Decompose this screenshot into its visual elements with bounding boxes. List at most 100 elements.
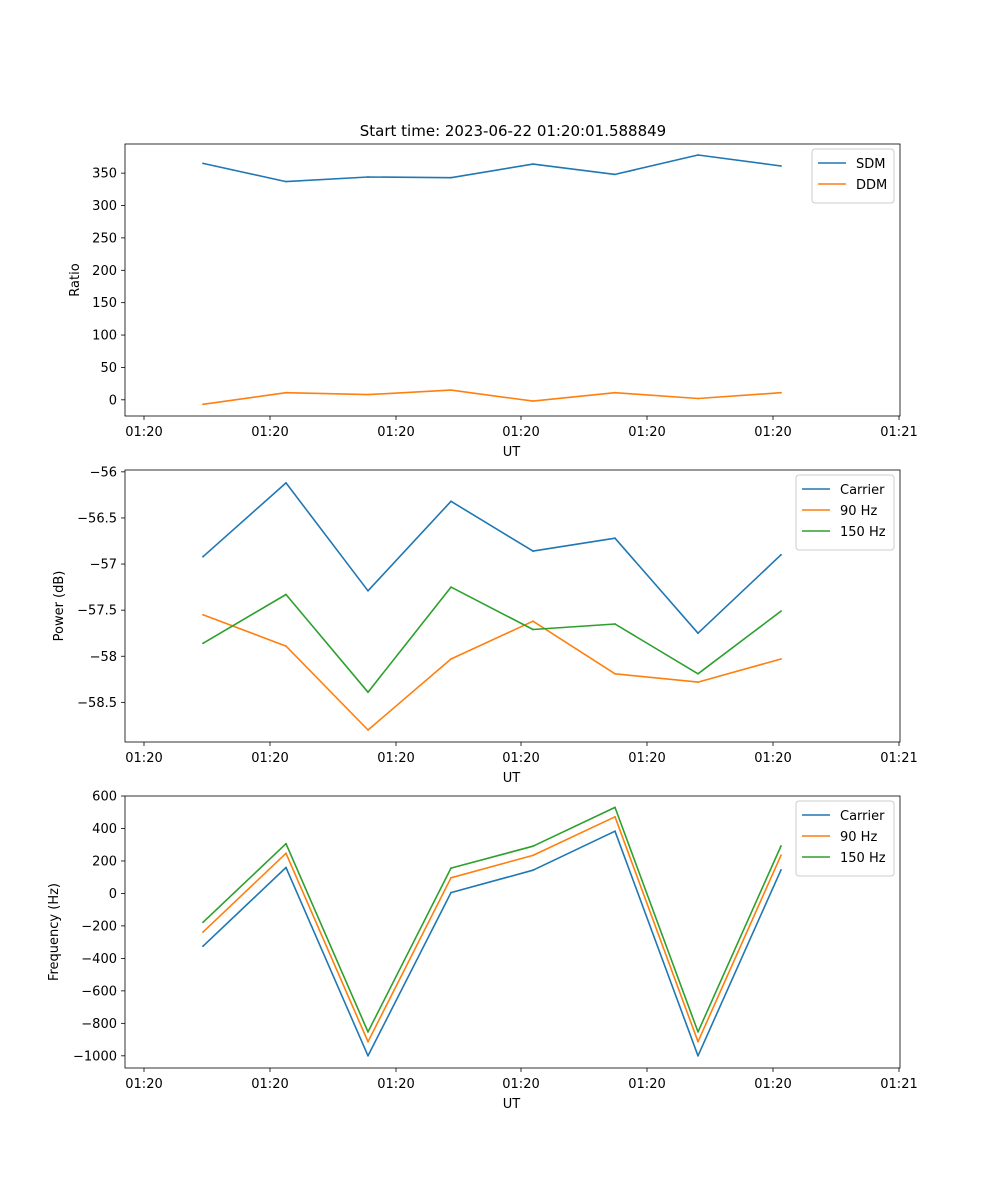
legend-label: Carrier xyxy=(840,483,885,498)
data-point xyxy=(697,1040,699,1043)
data-point xyxy=(202,403,204,406)
x-axis-label: UT xyxy=(503,771,521,786)
data-point xyxy=(450,891,452,894)
panel-2: 01:20 01:20 01:20 01:20 01:20 01:20 01:21 −58.5… xyxy=(52,465,918,786)
data-point xyxy=(202,931,204,933)
data-point xyxy=(780,610,782,612)
data-point xyxy=(532,854,534,857)
series-line-ddm xyxy=(202,389,782,406)
data-point xyxy=(367,1040,369,1043)
y-tick-label: −200 xyxy=(81,919,117,934)
data-point xyxy=(614,537,616,540)
legend: Carrier 90 Hz 150 Hz xyxy=(795,800,895,877)
x-axis-label: UT xyxy=(503,1097,521,1112)
plot-frame xyxy=(124,469,901,743)
y-tick-label: −1000 xyxy=(73,1049,117,1064)
series-line-carrier xyxy=(202,830,782,1057)
data-point xyxy=(450,500,452,503)
x-tick-label: 01:20 xyxy=(377,425,414,440)
data-point xyxy=(202,921,204,924)
y-tick-label: −58.5 xyxy=(77,696,117,711)
data-point xyxy=(202,162,204,165)
y-tick-label: −600 xyxy=(81,984,117,999)
data-point xyxy=(532,550,534,552)
data-point xyxy=(367,393,369,396)
data-point xyxy=(450,586,452,588)
data-point xyxy=(285,645,287,647)
data-point xyxy=(285,180,287,183)
y-tick-label: 600 xyxy=(92,790,117,805)
data-point xyxy=(697,397,699,400)
series-line-90-hz xyxy=(202,815,782,1043)
y-tick-label: 250 xyxy=(92,231,117,246)
x-tick-label: 01:21 xyxy=(880,425,917,440)
data-point xyxy=(697,672,699,675)
y-tick-label: 100 xyxy=(92,329,117,344)
data-point xyxy=(614,173,616,176)
data-point xyxy=(532,163,534,166)
y-tick-label: −57 xyxy=(90,558,117,573)
y-axis-label: Frequency (Hz) xyxy=(47,883,62,981)
data-point xyxy=(285,593,287,596)
x-tick-label: 01:20 xyxy=(251,1077,288,1092)
data-point xyxy=(614,672,616,675)
data-point xyxy=(450,876,452,879)
data-point xyxy=(697,681,699,683)
data-point xyxy=(780,658,782,660)
x-tick-label: 01:20 xyxy=(251,425,288,440)
data-point xyxy=(285,391,287,394)
y-tick-label: −56 xyxy=(90,465,117,480)
data-point xyxy=(532,845,534,848)
data-point xyxy=(780,869,782,871)
x-tick-label: 01:20 xyxy=(502,1077,539,1092)
data-point xyxy=(367,176,369,178)
x-tick-label: 01:20 xyxy=(251,751,288,766)
series-line-150-hz xyxy=(202,806,782,1033)
data-point xyxy=(450,658,452,660)
y-tick-label: 350 xyxy=(92,167,117,182)
data-point xyxy=(780,391,782,394)
x-tick-label: 01:20 xyxy=(502,751,539,766)
x-tick-label: 01:20 xyxy=(628,1077,665,1092)
y-tick-label: 200 xyxy=(92,264,117,279)
y-tick-label: 0 xyxy=(109,393,117,408)
x-tick-label: 01:20 xyxy=(754,1077,791,1092)
data-point xyxy=(697,1031,699,1033)
y-axis-label: Ratio xyxy=(68,263,83,296)
data-point xyxy=(450,176,452,179)
y-tick-label: 200 xyxy=(92,854,117,869)
series-line-150-hz xyxy=(202,586,782,694)
data-point xyxy=(450,867,452,869)
legend-label: 150 Hz xyxy=(840,851,886,866)
x-tick-label: 01:20 xyxy=(502,425,539,440)
data-point xyxy=(614,815,616,818)
data-point xyxy=(202,555,204,558)
data-point xyxy=(367,1031,369,1033)
chart-title: Start time: 2023-06-22 01:20:01.588849 xyxy=(360,122,666,140)
x-tick-label: 01:20 xyxy=(628,751,665,766)
data-point xyxy=(532,869,534,872)
series-line-carrier xyxy=(202,482,782,635)
legend: Carrier 90 Hz 150 Hz xyxy=(795,474,895,551)
legend-label: 90 Hz xyxy=(840,504,877,519)
data-point xyxy=(367,589,369,592)
data-point xyxy=(285,852,287,855)
x-tick-label: 01:20 xyxy=(125,751,162,766)
legend-label: DDM xyxy=(856,178,887,193)
data-point xyxy=(285,482,287,484)
y-tick-label: −58 xyxy=(90,650,117,665)
data-point xyxy=(614,830,616,833)
data-point xyxy=(614,623,616,625)
data-point xyxy=(614,391,616,394)
data-point xyxy=(697,154,699,156)
data-point xyxy=(285,842,287,845)
data-point xyxy=(780,553,782,556)
data-point xyxy=(532,620,534,623)
x-tick-label: 01:20 xyxy=(377,1077,414,1092)
y-tick-label: 400 xyxy=(92,822,117,837)
data-point xyxy=(697,1054,699,1057)
x-tick-label: 01:20 xyxy=(628,425,665,440)
x-axis-label: UT xyxy=(503,445,521,460)
data-point xyxy=(780,845,782,847)
series-line-sdm xyxy=(202,154,782,183)
